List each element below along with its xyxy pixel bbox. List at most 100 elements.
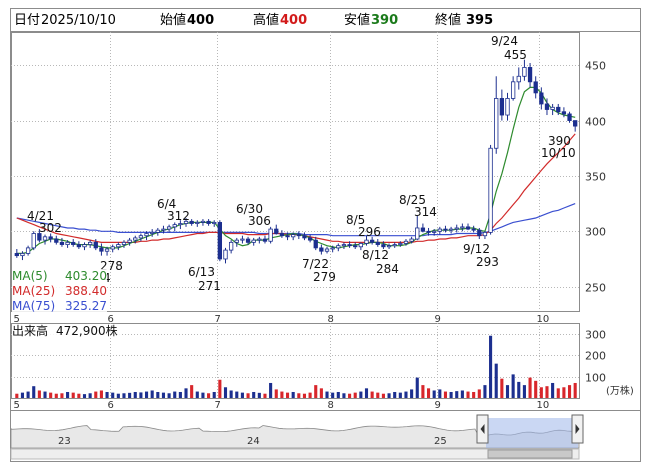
candle-body [54, 238, 59, 243]
price-annotation-date: 10/10 [541, 146, 576, 160]
candle-body [573, 120, 578, 127]
candle-body [353, 245, 358, 248]
volume-bar [460, 390, 464, 398]
candle-body [166, 226, 172, 230]
candle-body [138, 235, 144, 239]
volume-bar [426, 388, 431, 398]
volume-bar [66, 391, 70, 398]
navigator-year-label: 24 [247, 436, 260, 447]
volume-bar [156, 391, 160, 398]
legend-ma75-bg [12, 299, 107, 313]
price-y-tick-label: 300 [585, 226, 606, 239]
candle-body [76, 244, 82, 248]
volume-bar [274, 389, 278, 398]
candle-body [127, 239, 132, 243]
candle-body [228, 241, 234, 251]
candle-body [240, 238, 245, 241]
candle-body [302, 235, 307, 239]
volume-bar [376, 392, 380, 398]
candle-body [341, 244, 347, 247]
volume-bar [201, 392, 205, 398]
candle-body [550, 106, 555, 110]
volume-bar [15, 393, 19, 398]
navigator-left-handle[interactable] [476, 414, 489, 444]
candle-body [150, 231, 155, 234]
volume-bar [393, 391, 397, 398]
navigator-right-handle[interactable] [571, 414, 584, 444]
price-annotation-date: 7/22 [302, 257, 329, 271]
navigator-scroll-track [10, 448, 580, 460]
legend-ma25-name: MA(25) [12, 284, 55, 298]
open-label: 始値 [160, 12, 186, 28]
volume-bar [325, 391, 329, 398]
candle-body [200, 220, 206, 223]
volume-bar [551, 382, 555, 398]
candle-body [465, 226, 471, 230]
legend-ma75-name: MA(75) [12, 299, 55, 313]
volume-bar [240, 392, 244, 398]
volume-bar [387, 393, 391, 398]
volume-bar [359, 391, 363, 398]
volume-bar [297, 393, 301, 398]
candle-body [87, 241, 93, 245]
navigator-panel: 23 24 25 [10, 410, 640, 460]
candle-body [268, 228, 273, 242]
price-annotation-value: 390 [548, 134, 571, 148]
volume-bar [178, 391, 182, 398]
price-y-tick-label: 250 [585, 282, 606, 295]
candle-body [420, 227, 426, 232]
volume-bar [370, 391, 374, 398]
volume-bar [195, 391, 199, 398]
candle-body [93, 241, 98, 249]
legend-ma25-value: 388.40 [65, 284, 107, 298]
volume-y-tick-label: 300 [585, 329, 606, 342]
volume-bar [398, 392, 402, 398]
candle-body [477, 229, 482, 237]
volume-bar [144, 391, 149, 398]
candle-body [386, 245, 392, 248]
volume-bar [466, 391, 470, 398]
candle-body [460, 226, 465, 229]
navigator-year-label: 23 [58, 436, 71, 447]
volume-bar [522, 385, 526, 398]
candle-body [189, 220, 194, 224]
candle-body [556, 106, 561, 113]
candle-body [59, 241, 65, 245]
price-annotation-date: 8/5 [346, 213, 365, 227]
candle-body [398, 243, 403, 245]
volume-plot-frame [11, 323, 580, 399]
volume-bar [263, 393, 267, 398]
volume-bar [77, 393, 81, 398]
candle-body [561, 111, 567, 115]
legend-ma75-value: 325.27 [65, 299, 107, 313]
candle-body [257, 238, 262, 241]
volume-label: 出来高 [12, 323, 48, 338]
volume-bar [455, 391, 459, 398]
candle-body [285, 235, 290, 238]
volume-bar [449, 391, 453, 398]
candle-body [251, 239, 256, 243]
candle-body [443, 228, 448, 231]
navigator-year-label: 25 [434, 436, 447, 447]
header-bar: 日付 2025/10/10 始値 400 高値 400 安値 390 終値 39… [14, 12, 493, 28]
candle-body [505, 98, 510, 116]
candle-body [539, 92, 544, 105]
candle-body [358, 243, 364, 248]
volume-bar [184, 388, 188, 398]
volume-bar [483, 385, 487, 398]
navigator-scroll-thumb[interactable] [487, 449, 573, 459]
price-annotation-value: 279 [313, 270, 336, 284]
candle-body [392, 244, 397, 247]
high-label: 高値 [253, 12, 279, 28]
price-annotation-date: 4/21 [27, 209, 54, 223]
volume-y-tick-label: 200 [585, 350, 606, 363]
candle-body [274, 228, 279, 234]
volume-latest-value: 472,900株 [56, 323, 118, 338]
volume-label-bg [12, 324, 120, 338]
candle-body [104, 248, 110, 252]
candle-body [48, 236, 53, 240]
legend-ma5-name: MA(5) [12, 269, 48, 283]
volume-bar [173, 391, 177, 398]
candle-body [499, 98, 505, 116]
